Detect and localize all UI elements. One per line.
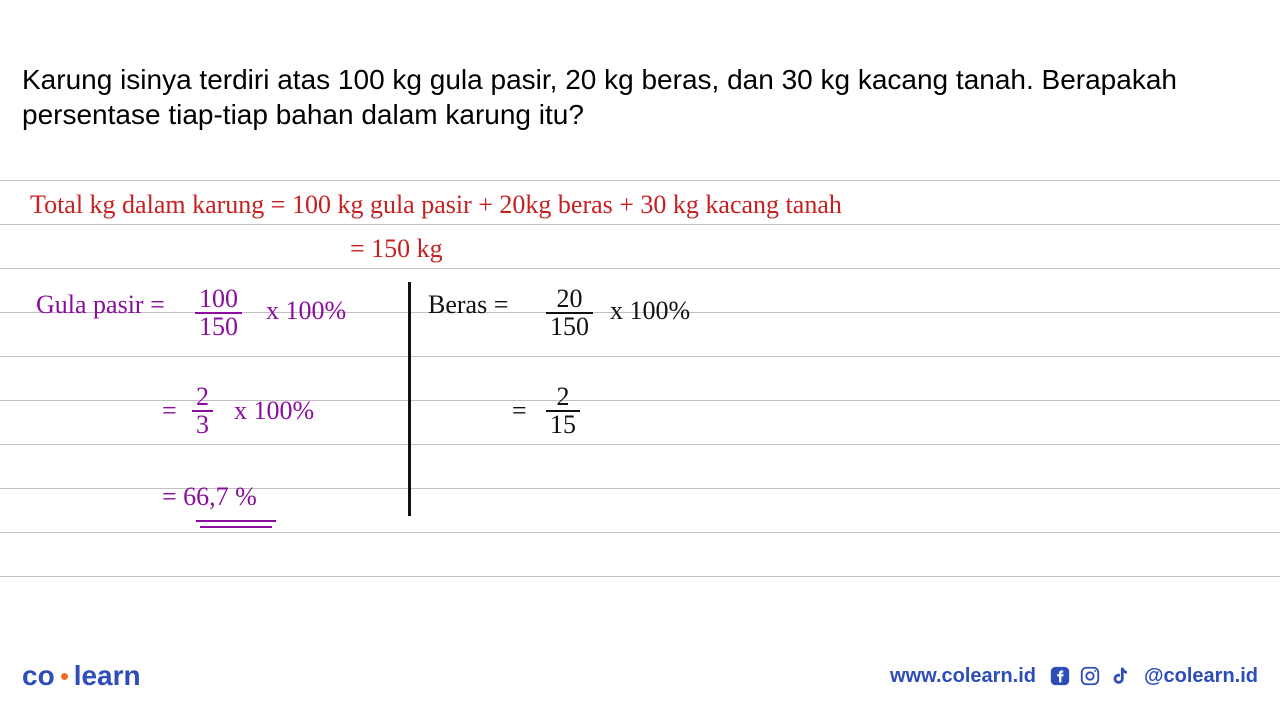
gula-frac: 100 150 (195, 286, 242, 340)
gula-step2-times: x 100% (234, 398, 314, 424)
footer-handle: @colearn.id (1144, 665, 1258, 688)
gula-step2-eq: = (162, 398, 177, 424)
gula-step2-den: 3 (192, 412, 213, 438)
beras-step2-frac: 2 15 (546, 384, 580, 438)
notebook-lines (0, 180, 1280, 577)
beras-frac-den: 150 (546, 314, 593, 340)
gula-label: Gula pasir = (36, 292, 165, 318)
beras-step2-eq: = (512, 398, 527, 424)
ruled-line (0, 444, 1280, 445)
tiktok-icon (1108, 664, 1132, 688)
footer-right: www.colearn.id @colearn.id (890, 664, 1258, 688)
beras-times: x 100% (610, 298, 690, 324)
facebook-icon (1048, 664, 1072, 688)
ruled-line (0, 224, 1280, 225)
beras-frac: 20 150 (546, 286, 593, 340)
gula-times: x 100% (266, 298, 346, 324)
gula-result: = 66,7 % (162, 484, 257, 510)
ruled-line (0, 532, 1280, 533)
logo-dot (61, 673, 68, 680)
total-line1: Total kg dalam karung = 100 kg gula pasi… (30, 192, 842, 218)
ruled-line (0, 180, 1280, 181)
social-icons (1048, 664, 1132, 688)
ruled-line (0, 356, 1280, 357)
logo-co: co (22, 660, 55, 692)
gula-frac-num: 100 (195, 286, 242, 314)
total-line2: = 150 kg (350, 236, 443, 262)
double-underline (196, 520, 276, 534)
footer-url: www.colearn.id (890, 665, 1036, 688)
ruled-line (0, 576, 1280, 577)
beras-step2-den: 15 (546, 412, 580, 438)
question-text: Karung isinya terdiri atas 100 kg gula p… (22, 62, 1258, 132)
gula-step2-num: 2 (192, 384, 213, 412)
ruled-line (0, 268, 1280, 269)
beras-step2-num: 2 (546, 384, 580, 412)
instagram-icon (1078, 664, 1102, 688)
beras-frac-num: 20 (546, 286, 593, 314)
gula-frac-den: 150 (195, 314, 242, 340)
logo-learn: learn (74, 660, 141, 692)
footer: co learn www.colearn.id @colearn.id (22, 660, 1258, 692)
beras-label: Beras = (428, 292, 508, 318)
gula-step2-frac: 2 3 (192, 384, 213, 438)
vertical-separator (408, 282, 411, 516)
logo: co learn (22, 660, 141, 692)
